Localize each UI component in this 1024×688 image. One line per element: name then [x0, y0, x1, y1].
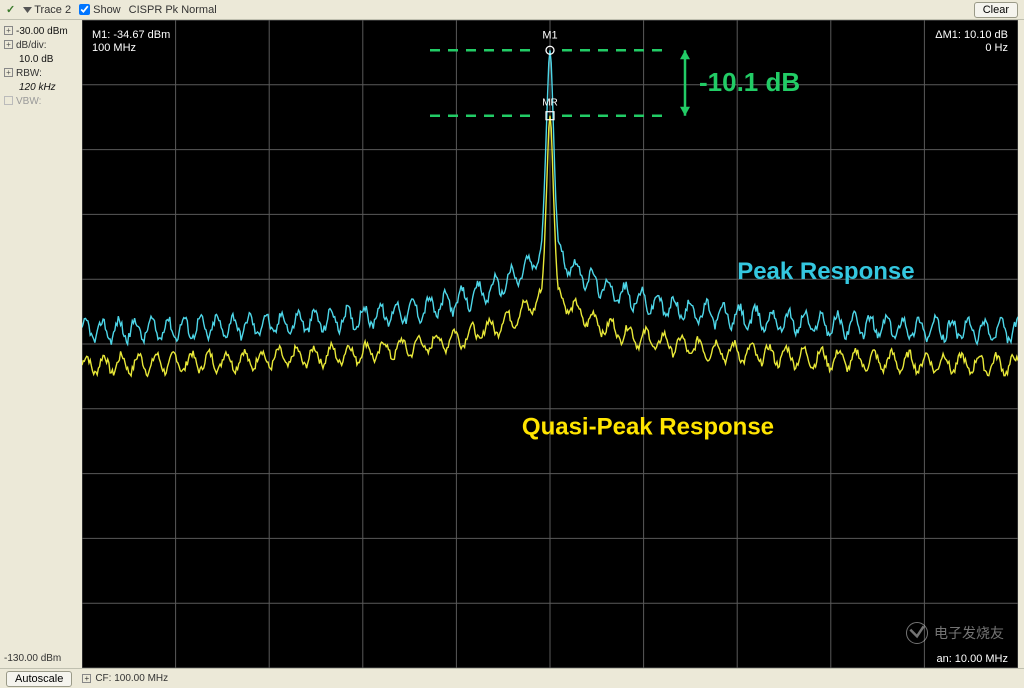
expander-icon[interactable]: + [4, 26, 13, 35]
autoscale-button[interactable]: Autoscale [6, 671, 72, 687]
rbw-label: RBW: [16, 68, 42, 80]
peak-response-label: Peak Response [737, 258, 914, 285]
bottom-toolbar: Autoscale + CF: 100.00 MHz [0, 668, 1024, 688]
clear-button[interactable]: Clear [974, 2, 1018, 18]
trace-label: Trace 2 [34, 4, 71, 16]
rbw-value: 120 kHz [19, 82, 56, 94]
quasi-peak-response-label: Quasi-Peak Response [522, 414, 774, 441]
show-label: Show [93, 4, 121, 16]
delta-marker-readout-line1: ΔM1: 10.10 dB [935, 29, 1008, 41]
show-checkbox[interactable]: Show [79, 4, 121, 16]
bottom-scale-label: -130.00 dBm [4, 653, 61, 664]
trace-selector[interactable]: Trace 2 [23, 4, 71, 16]
status-check-icon: ✓ [6, 3, 15, 16]
db-div-value-row: 10.0 dB [4, 54, 78, 66]
settings-panel: + -30.00 dBm + dB/div: 10.0 dB + RBW: 12… [0, 20, 82, 668]
expander-icon[interactable]: + [4, 40, 13, 49]
show-checkbox-input[interactable] [79, 4, 90, 15]
delta-marker-readout-line2: 0 Hz [985, 42, 1008, 54]
expander-icon[interactable]: + [4, 68, 13, 77]
top-toolbar: ✓ Trace 2 Show CISPR Pk Normal Clear [0, 0, 1024, 20]
chevron-down-icon [23, 5, 32, 14]
ref-level-row[interactable]: + -30.00 dBm [4, 26, 78, 38]
rbw-row[interactable]: + RBW: [4, 68, 78, 80]
ref-level-value: -30.00 dBm [16, 26, 68, 38]
marker1-readout-line1: M1: -34.67 dBm [92, 29, 170, 41]
db-div-label: dB/div: [16, 40, 47, 52]
spectrum-plot: M1 MR -10.1 dB M1: -34.67 dBm 100 MHz ΔM… [82, 20, 1018, 668]
span-readout: an: 10.00 MHz [936, 653, 1008, 665]
vbw-label: VBW: [16, 96, 41, 108]
marker1-readout-line2: 100 MHz [92, 42, 136, 54]
svg-text:M1: M1 [542, 29, 557, 41]
plot-svg: M1 MR -10.1 dB M1: -34.67 dBm 100 MHz ΔM… [82, 20, 1018, 668]
db-div-row[interactable]: + dB/div: [4, 40, 78, 52]
vbw-row: VBW: [4, 96, 78, 108]
rbw-value-row: 120 kHz [4, 82, 78, 94]
db-div-value: 10.0 dB [19, 54, 53, 66]
svg-text:-10.1 dB: -10.1 dB [699, 67, 800, 97]
cf-text: CF: 100.00 MHz [95, 673, 168, 684]
mode-label: CISPR Pk Normal [129, 4, 217, 16]
center-freq-label[interactable]: + CF: 100.00 MHz [82, 673, 168, 684]
expander-icon[interactable]: + [82, 674, 91, 683]
svg-text:MR: MR [542, 98, 558, 109]
